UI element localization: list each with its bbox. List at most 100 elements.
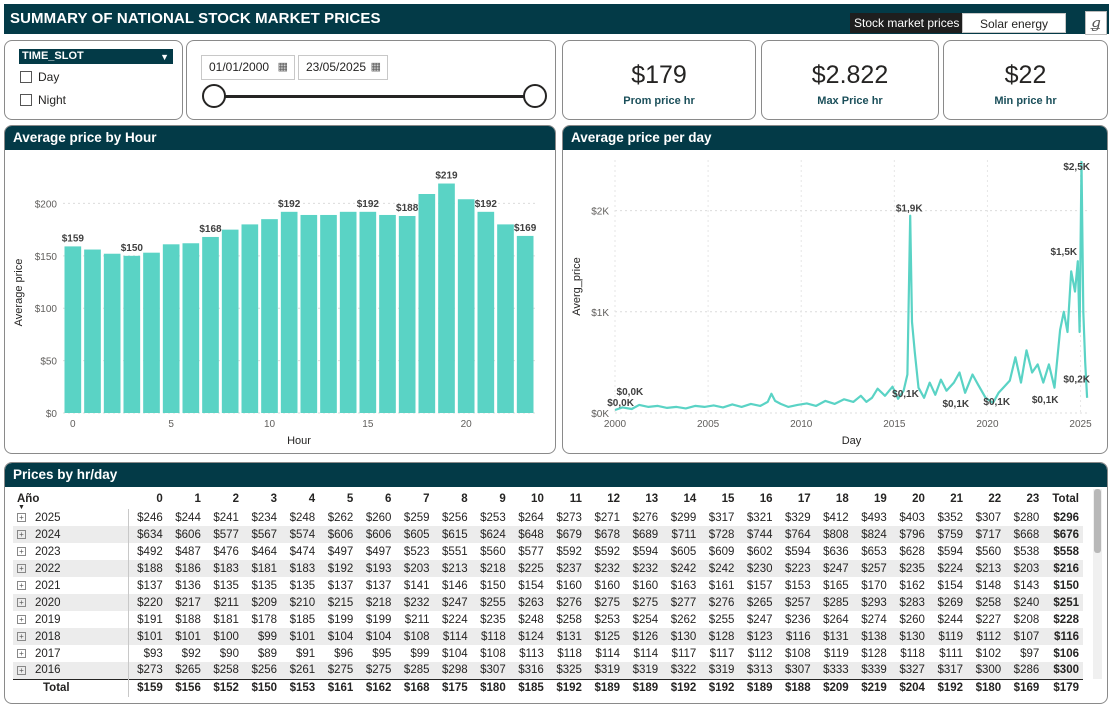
bar-hour-11[interactable]	[280, 211, 298, 413]
column-header-22[interactable]: 22	[988, 493, 1002, 505]
expand-plus-icon[interactable]: +	[17, 597, 26, 607]
expand-plus-icon[interactable]: +	[17, 529, 26, 539]
bar-hour-20[interactable]	[457, 199, 475, 413]
kpi-label: Prom price hr	[623, 95, 695, 107]
column-header-14[interactable]: 14	[683, 493, 697, 505]
matrix-title: Prices by hr/day	[5, 463, 1107, 487]
table-cell: $242	[700, 560, 739, 577]
bar-hour-8[interactable]	[221, 229, 239, 413]
bar-hour-5[interactable]	[162, 244, 180, 413]
table-cell: $211	[204, 594, 243, 611]
bar-hour-16[interactable]	[379, 214, 396, 413]
expand-plus-icon[interactable]: +	[17, 563, 26, 573]
bar-hour-21[interactable]	[477, 211, 495, 413]
column-header-21[interactable]: 21	[950, 493, 964, 505]
line-series-avg-price[interactable]	[614, 160, 1089, 412]
x-tick-label: 2010	[790, 419, 813, 430]
column-header-7[interactable]: 7	[423, 493, 430, 505]
bar-hour-9[interactable]	[241, 224, 259, 413]
column-header-15[interactable]: 15	[721, 493, 735, 505]
column-header-20[interactable]: 20	[912, 493, 925, 505]
bar-hour-7[interactable]	[202, 236, 219, 413]
sort-desc-icon[interactable]: ▼	[18, 504, 25, 511]
bar-hour-14[interactable]	[339, 211, 357, 413]
bar-hour-4[interactable]	[143, 252, 160, 413]
table-cell: $235	[480, 613, 506, 626]
bar-hour-3[interactable]	[123, 255, 141, 413]
expand-plus-icon[interactable]: +	[17, 512, 26, 522]
bar-hour-19[interactable]	[438, 183, 455, 413]
table-cell: $728	[700, 526, 739, 543]
column-header-23[interactable]: 23	[1026, 493, 1040, 505]
bar-hour-10[interactable]	[261, 219, 278, 413]
column-header-6[interactable]: 6	[385, 493, 392, 505]
expand-plus-icon[interactable]: +	[17, 614, 26, 624]
bar-hour-13[interactable]	[320, 214, 337, 413]
bar-hour-17[interactable]	[398, 216, 416, 413]
expand-plus-icon[interactable]: +	[17, 648, 26, 658]
date-slider-track[interactable]	[213, 95, 535, 98]
column-header-0[interactable]: 0	[156, 493, 163, 505]
table-cell: $96	[334, 647, 354, 660]
row-header-ano[interactable]: Año ▼	[17, 493, 40, 511]
slicer-option-day[interactable]: Day	[20, 70, 59, 84]
bar-hour-23[interactable]	[516, 235, 534, 413]
total-cell: $175	[433, 678, 472, 697]
nav-tab-stock-market[interactable]: Stock market prices	[850, 13, 964, 33]
bar-hour-15[interactable]	[359, 211, 377, 413]
column-header-4[interactable]: 4	[308, 493, 316, 505]
table-cell: $606	[319, 526, 358, 543]
date-slider-start-handle[interactable]	[202, 84, 226, 108]
bar-hour-2[interactable]	[103, 253, 121, 413]
column-header-12[interactable]: 12	[607, 493, 621, 505]
slicer-option-night[interactable]: Night	[20, 93, 66, 107]
table-cell: $679	[547, 526, 586, 543]
bar-hour-0[interactable]	[64, 246, 82, 413]
column-header-2[interactable]: 2	[232, 493, 239, 505]
checkbox-icon[interactable]	[20, 94, 32, 106]
total-cell: $152	[204, 678, 243, 697]
expand-plus-icon[interactable]: +	[17, 665, 26, 675]
column-header-8[interactable]: 8	[461, 493, 468, 505]
column-header-18[interactable]: 18	[835, 493, 849, 505]
column-header-3[interactable]: 3	[270, 493, 278, 505]
end-date-input[interactable]: 23/05/2025 ▦	[298, 55, 388, 80]
bar-hour-18[interactable]	[418, 194, 436, 413]
table-cell: $615	[433, 526, 472, 543]
scrollbar-thumb[interactable]	[1094, 489, 1101, 553]
date-slider-end-handle[interactable]	[523, 84, 547, 108]
table-cell: $493	[861, 511, 887, 524]
checkbox-icon[interactable]	[20, 71, 32, 83]
table-cell: $160	[556, 579, 582, 592]
column-header-19[interactable]: 19	[874, 493, 887, 505]
start-date-input[interactable]: 01/01/2000 ▦	[201, 55, 295, 80]
bar-hour-1[interactable]	[84, 249, 101, 413]
calendar-icon[interactable]: ▦	[277, 61, 288, 73]
chevron-down-icon[interactable]: ▼	[160, 52, 169, 62]
nav-tab-solar-energy[interactable]: Solar energy	[962, 13, 1066, 33]
column-header-total[interactable]: Total	[1052, 493, 1079, 505]
table-cell: $234	[251, 511, 278, 524]
bar-hour-12[interactable]	[300, 214, 318, 413]
expand-plus-icon[interactable]: +	[17, 631, 26, 641]
column-header-13[interactable]: 13	[645, 493, 659, 505]
expand-plus-icon[interactable]: +	[17, 546, 26, 556]
column-header-1[interactable]: 1	[194, 493, 201, 505]
x-tick-label: 5	[168, 419, 174, 430]
bar-hour-22[interactable]	[497, 224, 514, 413]
expand-plus-icon[interactable]: +	[17, 580, 26, 590]
column-header-17[interactable]: 17	[797, 493, 811, 505]
table-cell: $247	[814, 560, 853, 577]
column-header-9[interactable]: 9	[499, 493, 506, 505]
table-cell: $118	[557, 647, 582, 660]
column-header-11[interactable]: 11	[569, 493, 582, 505]
column-header-16[interactable]: 16	[759, 493, 773, 505]
bar-hour-6[interactable]	[182, 243, 200, 413]
table-cell: $711	[662, 526, 701, 543]
calendar-icon[interactable]: ▦	[370, 61, 381, 73]
table-cell: $114	[595, 647, 621, 660]
slicer-header[interactable]: TIME_SLOT ▼	[19, 49, 173, 64]
column-header-5[interactable]: 5	[346, 493, 354, 505]
matrix-scrollbar[interactable]	[1093, 489, 1102, 679]
column-header-10[interactable]: 10	[531, 493, 544, 505]
